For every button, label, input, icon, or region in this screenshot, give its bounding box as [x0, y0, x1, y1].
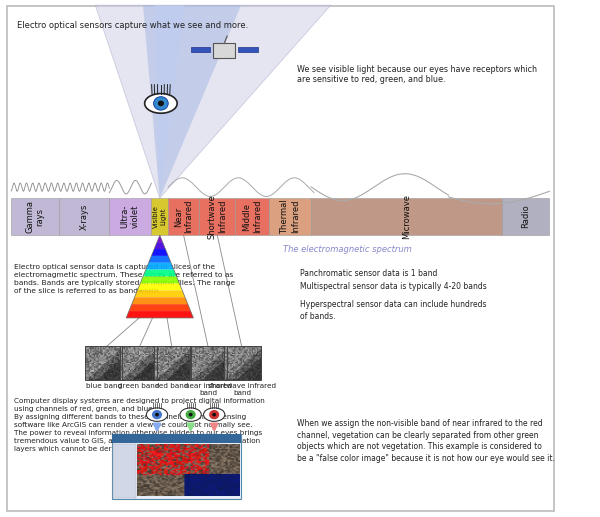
Text: Panchromatic sensor data is 1 band: Panchromatic sensor data is 1 band [300, 269, 437, 278]
Ellipse shape [158, 100, 164, 107]
Bar [59, 198, 109, 235]
Bar [190, 346, 227, 380]
Text: Hyperspectral sensor data can include hundreds
of bands.: Hyperspectral sensor data can include hu… [300, 300, 487, 321]
Text: Multispectral sensor data is typically 4-20 bands: Multispectral sensor data is typically 4… [300, 282, 487, 291]
Text: Electro optical sensor data is captured in slices of the
electromagmetic spectru: Electro optical sensor data is captured … [14, 264, 235, 294]
Bar [112, 434, 241, 499]
Bar [168, 198, 199, 235]
Text: red band: red band [156, 383, 188, 389]
Text: green band: green band [118, 383, 159, 389]
Ellipse shape [209, 410, 219, 419]
Ellipse shape [146, 408, 167, 421]
Bar [238, 47, 258, 52]
Ellipse shape [203, 408, 225, 421]
Text: Radio: Radio [521, 205, 530, 229]
Polygon shape [157, 235, 163, 242]
Polygon shape [137, 283, 182, 291]
Bar [502, 198, 550, 235]
Bar [120, 346, 157, 380]
Text: We see visible light because our eyes have receptors which
are sensitive to red,: We see visible light because our eyes ha… [297, 65, 537, 84]
Text: near infrared
band: near infrared band [185, 383, 232, 396]
Text: When we assign the non-visible band of near infrared to the red
channel, vegetat: When we assign the non-visible band of n… [297, 419, 555, 463]
Bar [85, 346, 122, 380]
Polygon shape [151, 249, 168, 256]
Polygon shape [149, 256, 171, 263]
Bar [224, 346, 261, 380]
Text: Middle
Infrared: Middle Infrared [242, 200, 262, 233]
Bar [311, 198, 502, 235]
Text: Electro optical sensors capture what we see and more.: Electro optical sensors capture what we … [17, 21, 248, 29]
Bar [112, 434, 241, 443]
Ellipse shape [155, 413, 159, 417]
Bar [213, 43, 235, 58]
Bar [109, 198, 151, 235]
Polygon shape [95, 5, 331, 198]
Text: Gamma
rays: Gamma rays [25, 200, 45, 233]
Polygon shape [126, 311, 193, 318]
Bar [154, 346, 191, 380]
Ellipse shape [185, 410, 196, 419]
Ellipse shape [212, 413, 216, 417]
Ellipse shape [180, 408, 201, 421]
Bar [11, 198, 59, 235]
Ellipse shape [152, 410, 162, 419]
Polygon shape [143, 270, 176, 277]
Text: Thermal
Infrared: Thermal Infrared [280, 200, 300, 234]
Bar [191, 47, 210, 52]
Text: Shortwave
Infrared: Shortwave Infrared [208, 194, 227, 239]
Text: X-rays: X-rays [80, 203, 89, 230]
Ellipse shape [145, 94, 177, 113]
Text: The electromagnetic spectrum: The electromagnetic spectrum [283, 245, 412, 253]
Polygon shape [140, 277, 179, 283]
Bar [199, 198, 235, 235]
Polygon shape [154, 242, 166, 249]
Polygon shape [143, 5, 241, 198]
Bar [269, 198, 311, 235]
Text: Computer display systems are designed to project digital information
using chann: Computer display systems are designed to… [14, 398, 265, 452]
Polygon shape [146, 263, 174, 270]
Polygon shape [129, 304, 191, 311]
Ellipse shape [188, 413, 193, 417]
Text: Visible
Light: Visible Light [153, 205, 166, 228]
Text: Near
Infrared: Near Infrared [174, 200, 193, 233]
Text: blue band: blue band [86, 383, 122, 389]
Ellipse shape [154, 97, 168, 110]
Bar [113, 444, 136, 498]
Polygon shape [134, 291, 185, 297]
Polygon shape [154, 5, 185, 198]
Text: Ultra-
violet: Ultra- violet [121, 205, 140, 229]
Text: Microwave: Microwave [402, 194, 411, 239]
Bar [235, 198, 269, 235]
Bar [151, 198, 168, 235]
Polygon shape [132, 297, 188, 304]
Text: shortwave infrared
band: shortwave infrared band [208, 383, 276, 396]
